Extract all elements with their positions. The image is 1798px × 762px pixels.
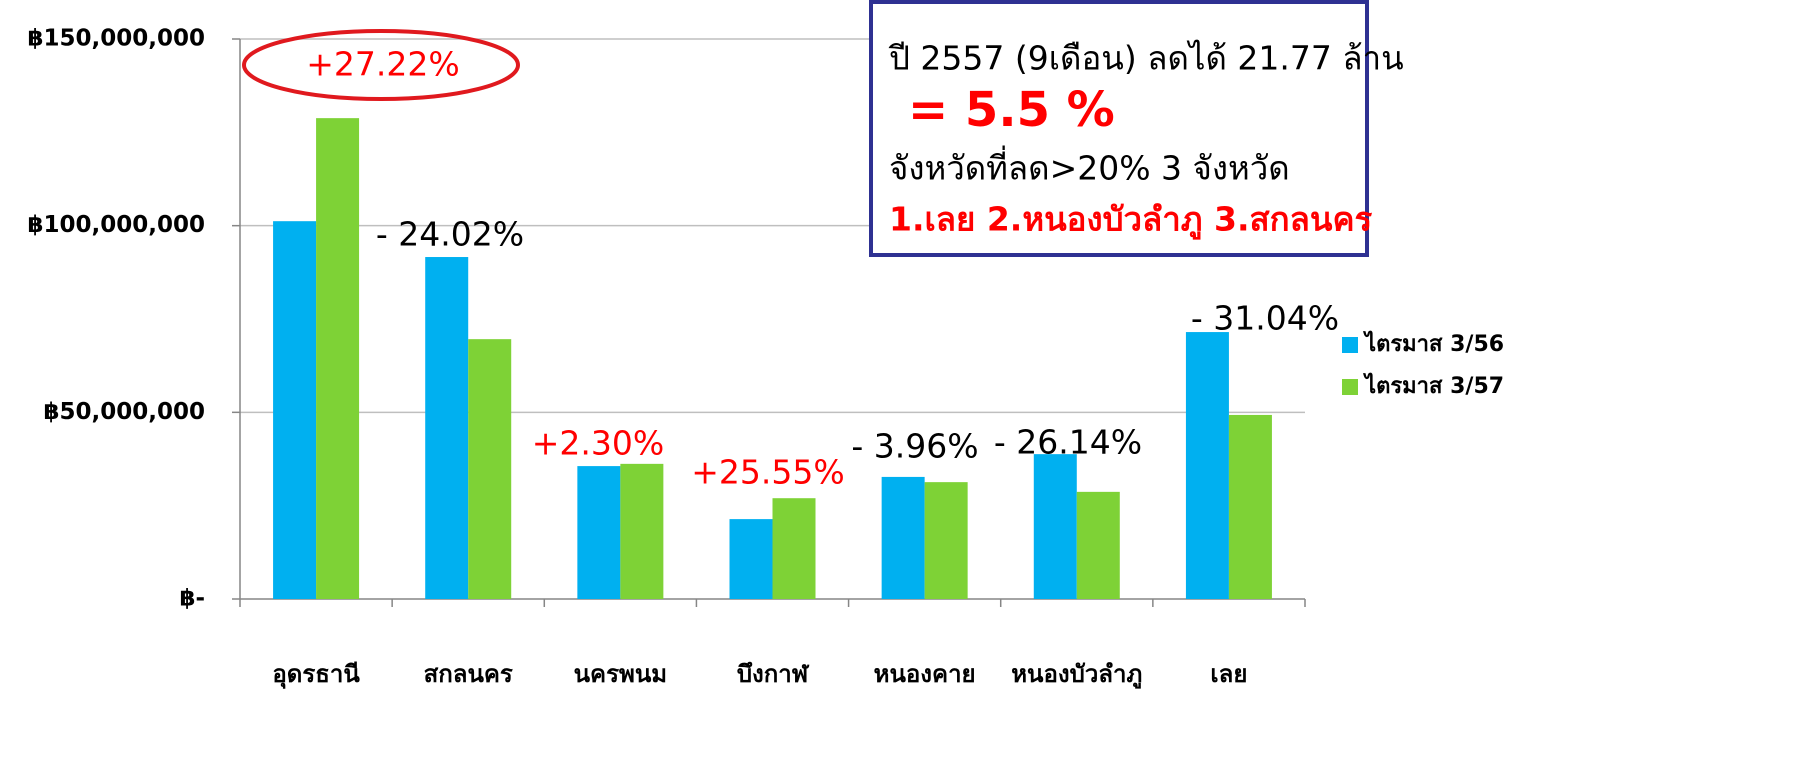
- change-label: - 31.04%: [1191, 299, 1339, 338]
- note-line: ปี 2557 (9เดือน) ลดได้ 21.77 ล้าน: [888, 39, 1404, 78]
- bar: [273, 221, 316, 599]
- y-tick-label: ฿150,000,000: [27, 26, 205, 52]
- change-label: - 24.02%: [376, 215, 524, 254]
- bar: [468, 339, 511, 599]
- note-highlight: = 5.5 %: [908, 82, 1115, 138]
- note-line: จังหวัดที่ลด>20% 3 จังหวัด: [889, 146, 1290, 188]
- bar: [1034, 454, 1077, 599]
- legend-swatch: [1342, 337, 1358, 353]
- x-tick-label: หนองคาย: [874, 660, 976, 688]
- chart: ฿- ฿50,000,000 ฿100,000,000 ฿150,000,000 ปี…: [0, 0, 1798, 758]
- x-tick-label: หนองบัวลำภู: [1011, 660, 1142, 689]
- bar: [925, 482, 968, 599]
- bar: [316, 118, 359, 599]
- bar: [1229, 415, 1272, 599]
- bar: [425, 257, 468, 599]
- bar: [882, 477, 925, 599]
- y-tick-label: ฿-: [179, 586, 205, 612]
- change-label: +2.30%: [532, 424, 664, 463]
- note-highlight: 1.เลย 2.หนองบัวลำภู 3.สกลนคร: [889, 200, 1373, 241]
- legend-swatch: [1342, 379, 1358, 395]
- bar: [1077, 492, 1120, 599]
- bar: [730, 519, 773, 599]
- bar: [773, 498, 816, 599]
- x-tick-label: นครพนม: [574, 660, 667, 688]
- x-tick-label: เลย: [1210, 660, 1247, 688]
- x-tick-label: อุดรธานี: [272, 660, 360, 690]
- bar: [1186, 332, 1229, 599]
- y-tick-label: ฿50,000,000: [43, 399, 205, 425]
- x-tick-label: บึงกาฬ: [737, 660, 810, 688]
- y-tick-label: ฿100,000,000: [27, 212, 205, 238]
- change-label: - 3.96%: [851, 427, 978, 466]
- change-label: - 26.14%: [994, 423, 1142, 462]
- change-label: +25.55%: [691, 453, 844, 492]
- bar: [577, 466, 620, 599]
- x-tick-label: สกลนคร: [424, 660, 513, 688]
- bar: [620, 464, 663, 599]
- legend-label: ไตรมาส 3/57: [1363, 372, 1504, 399]
- legend-label: ไตรมาส 3/56: [1363, 330, 1504, 357]
- change-label: +27.22%: [306, 45, 459, 84]
